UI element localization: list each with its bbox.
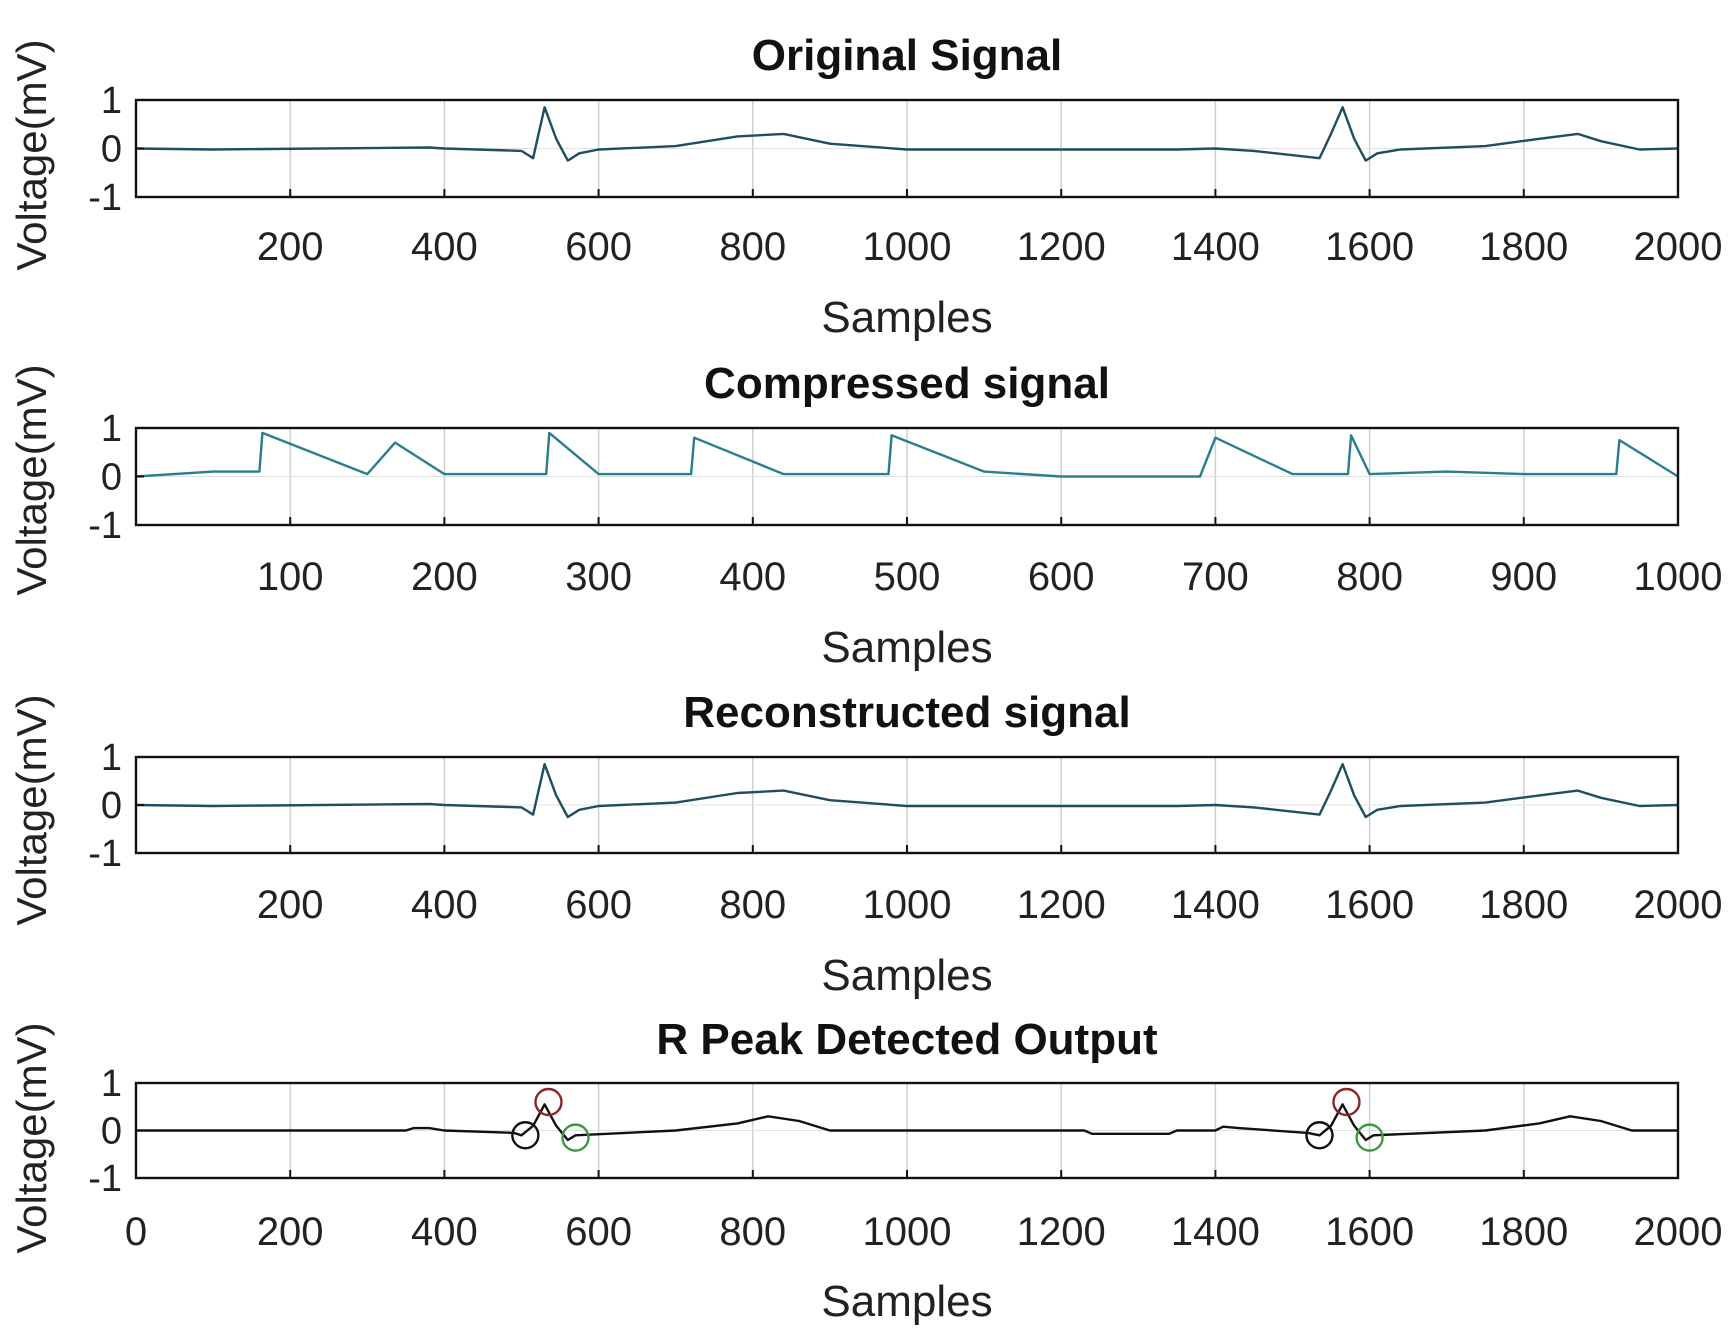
series-line [135,763,1679,819]
x-axis-label: Samples [821,293,992,342]
y-tick-label: -1 [88,177,122,219]
marker-r [534,1087,563,1117]
x-tick-label: 600 [565,225,632,269]
x-tick-label: 400 [411,1210,478,1254]
marker-s [561,1123,590,1152]
x-tick-label: 1000 [1634,555,1723,599]
y-axis-label: Voltage(mV) [8,694,55,925]
x-tick-label: 1400 [1171,1210,1260,1254]
x-axis-label: Samples [821,623,992,672]
x-tick-label: 100 [257,555,324,599]
subplot-4: 0 200 400 600 800 1000 1200 1400 1600 1800 2000-10… [8,1015,1722,1326]
x-tick-label: 500 [874,555,941,599]
x-tick-label: 1200 [1017,883,1106,927]
x-tick-label: 2000 [1634,1210,1723,1254]
x-tick-label: 200 [411,555,478,599]
marker-r [1332,1087,1361,1117]
chart-title: Reconstructed signal [683,688,1130,737]
x-tick-label: 200 [257,225,324,269]
x-tick-label: 1000 [863,883,952,927]
x-tick-label: 400 [411,883,478,927]
x-tick-label: 1400 [1171,225,1260,269]
x-tick-label: 600 [565,1210,632,1254]
x-tick-label: 400 [411,225,478,269]
x-tick-label: 800 [719,225,786,269]
chart-title: Original Signal [752,31,1063,80]
x-tick-label: 1800 [1479,883,1568,927]
x-tick-label: 2000 [1634,225,1723,269]
x-tick-label: 1200 [1017,225,1106,269]
x-tick-label: 600 [565,883,632,927]
x-tick-label: 1800 [1479,1210,1568,1254]
x-tick-label: 900 [1490,555,1557,599]
y-tick-label: 1 [101,408,122,450]
x-tick-label: 1600 [1325,883,1414,927]
subplot-2: 100 200 300 400 500 600 700 800 900 1000 -1 0 1 Compr… [8,359,1722,672]
x-tick-label: 1000 [863,1210,952,1254]
x-axis-label: Samples [821,951,992,1000]
marker-q [1305,1121,1334,1150]
x-tick-label: 1600 [1325,1210,1414,1254]
y-tick-label: 0 [101,785,122,827]
subplot-3: 200 400 600 800 1000 1200 1400 1600 1800 2000 -1 0 1… [8,688,1722,1000]
series-line [135,431,1679,478]
y-tick-label: -1 [88,833,122,875]
x-tick-label: 800 [719,1210,786,1254]
y-axis-label: Voltage(mV) [8,364,55,595]
x-tick-label: 700 [1182,555,1249,599]
y-tick-label: -1 [88,505,122,547]
y-tick-label: 0 [101,1111,122,1153]
y-tick-label: 1 [101,737,122,779]
x-tick-label: 800 [1336,555,1403,599]
series-line [136,1103,1678,1142]
y-tick-label: -1 [88,1158,122,1200]
series-line [135,106,1679,162]
x-axis-label: Samples [821,1277,992,1326]
y-axis-label: Voltage(mV) [8,39,55,270]
y-tick-label: 1 [101,80,122,122]
subplot-1: 200 400 600 800 1000 1200 1400 1600 1800 2000 -1 0 1… [8,31,1722,342]
x-tick-label: 800 [719,883,786,927]
x-tick-label: 1200 [1017,1210,1106,1254]
x-tick-label: 0 [125,1210,147,1254]
x-tick-label: 200 [257,883,324,927]
x-tick-label: 2000 [1634,883,1723,927]
y-tick-label: 0 [101,129,122,171]
x-tick-label: 300 [565,555,632,599]
y-tick-label: 0 [101,457,122,499]
y-axis-label: Voltage(mV) [8,1022,55,1253]
y-tick-label: 1 [101,1063,122,1105]
chart-title: Compressed signal [704,359,1110,408]
x-tick-label: 200 [257,1210,324,1254]
x-tick-label: 400 [719,555,786,599]
x-tick-label: 1800 [1479,225,1568,269]
x-tick-label: 600 [1028,555,1095,599]
marker-q [511,1121,540,1150]
marker-s [1355,1123,1384,1152]
x-tick-label: 1600 [1325,225,1414,269]
chart-title: R Peak Detected Output [656,1015,1158,1064]
x-tick-label: 1400 [1171,883,1260,927]
x-tick-label: 1000 [863,225,952,269]
